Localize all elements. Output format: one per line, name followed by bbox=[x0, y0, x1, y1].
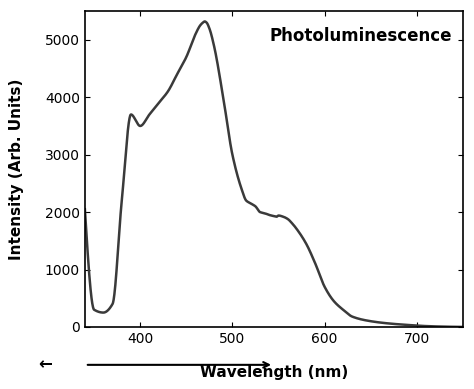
Y-axis label: Intensity (Arb. Units): Intensity (Arb. Units) bbox=[9, 78, 24, 260]
Text: ←: ← bbox=[38, 356, 52, 373]
Text: Photoluminescence: Photoluminescence bbox=[269, 27, 452, 45]
X-axis label: Wavelength (nm): Wavelength (nm) bbox=[200, 365, 348, 380]
